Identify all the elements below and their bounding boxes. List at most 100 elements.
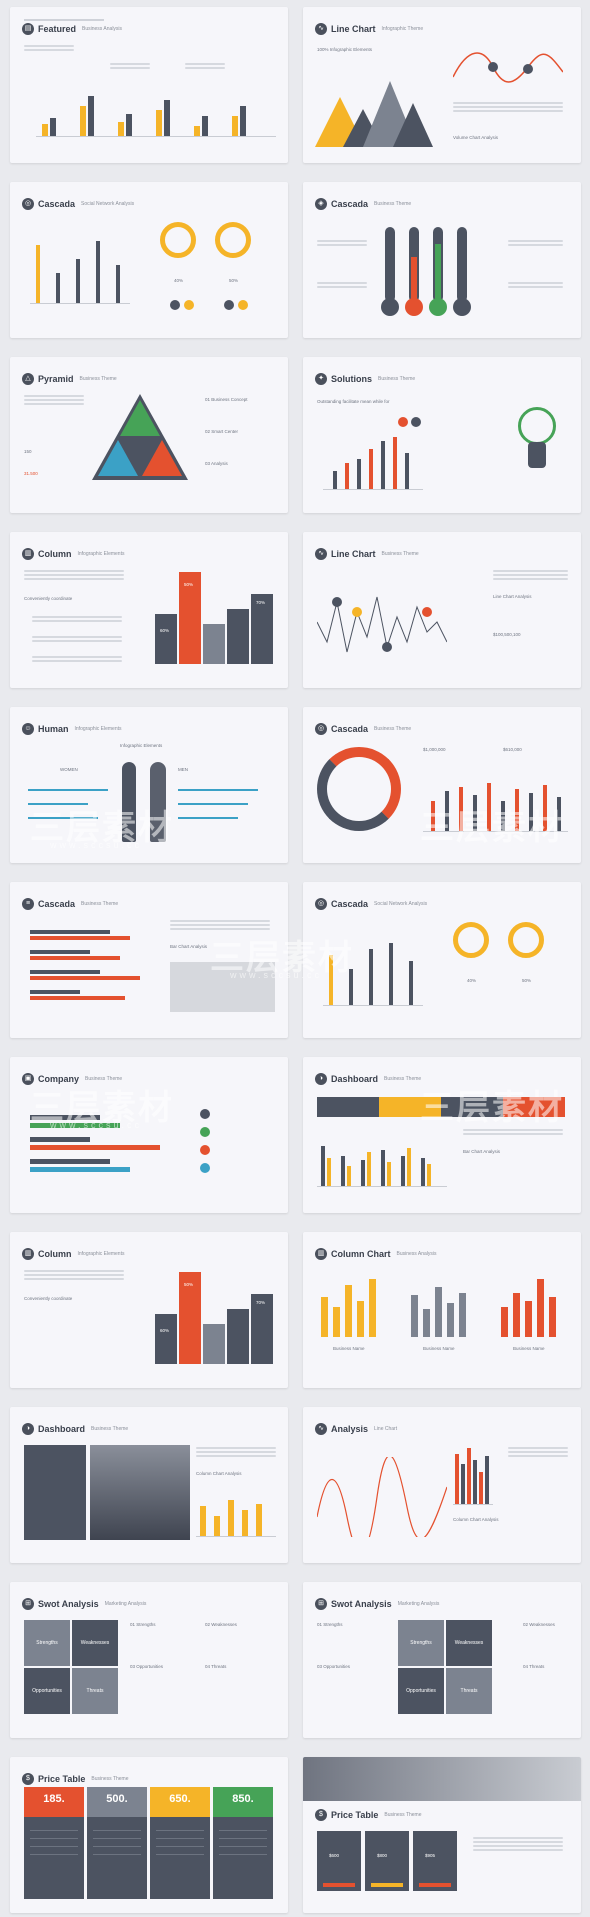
swot-heading: 02 Weaknesses — [523, 1622, 555, 1627]
swot-cell[interactable]: Weaknesses — [72, 1620, 118, 1666]
group-label: Business Name — [333, 1346, 365, 1351]
column-chart — [155, 572, 275, 664]
slide-cascada-hbar[interactable]: ≡ Cascada Business Theme Bar Chart Analy… — [10, 882, 288, 1038]
slide-cascada-donut[interactable]: ◎ Cascada Business Theme $1,000,000 $610… — [303, 707, 581, 863]
slide-price-table-1[interactable]: $ Price Table Business Theme 185. 500. 6… — [10, 1757, 288, 1913]
price-column[interactable]: 500. — [87, 1787, 147, 1899]
swot-cell[interactable]: Opportunities — [24, 1668, 70, 1714]
slide-swot-1[interactable]: ⊞ Swot Analysis Marketing Analysis Stren… — [10, 1582, 288, 1738]
bar-label: 70% — [256, 1300, 266, 1305]
bar-analysis-label: Bar Chart Analysis — [463, 1149, 501, 1154]
stat-tile[interactable] — [317, 1097, 379, 1117]
slide-featured[interactable]: ▤ Featured Business Analysis — [10, 7, 288, 163]
chart-bar — [203, 624, 225, 664]
text-placeholder — [32, 656, 122, 664]
percent-label: 100% Infographic Elements — [317, 47, 373, 52]
price-column[interactable]: 185. — [24, 1787, 84, 1899]
slide-column[interactable]: ▥ Column Infographic Elements Convenient… — [10, 532, 288, 688]
chart-bar — [251, 594, 273, 664]
stat-value: 31.500 — [24, 471, 38, 476]
swot-cell[interactable]: Opportunities — [398, 1668, 444, 1714]
chart-bar — [164, 100, 170, 136]
wave-chart — [317, 1457, 447, 1537]
slide-title: Pyramid — [38, 374, 74, 384]
price-value: $800 — [377, 1853, 388, 1858]
chart-bar — [155, 1314, 177, 1364]
slide-dashboard-banner[interactable]: ◑ Dashboard Business Theme Bar Chart Ana… — [303, 1057, 581, 1213]
stat-tile[interactable] — [503, 1097, 565, 1117]
slide-dashboard-photo[interactable]: ◑ Dashboard Business Theme Column Chart … — [10, 1407, 288, 1563]
price-column[interactable]: 850. — [213, 1787, 273, 1899]
pier-photo — [90, 1445, 190, 1540]
text-placeholder — [508, 282, 563, 290]
stat-value: 150 — [24, 449, 32, 454]
photo-image — [170, 962, 275, 1012]
slide-price-table-2[interactable]: $ Price Table Business Theme $600 $800 $… — [303, 1757, 581, 1913]
pyramid-top — [120, 400, 160, 436]
swot-cell[interactable]: Strengths — [398, 1620, 444, 1666]
chart-bar — [525, 1301, 532, 1337]
slide-header: $ Price Table Business Theme — [22, 1773, 129, 1785]
price-value: 650. — [150, 1787, 210, 1817]
hbar — [30, 956, 120, 960]
slide-header: ⊞ Swot Analysis Marketing Analysis — [22, 1598, 146, 1610]
slide-cascada-social[interactable]: ◎ Cascada Social Network Analysis 40% 50… — [10, 182, 288, 338]
thermometer — [457, 227, 467, 302]
slide-cascada-social-2[interactable]: ◎ Cascada Social Network Analysis 40% 50… — [303, 882, 581, 1038]
stat-bar — [28, 789, 108, 791]
slide-solutions[interactable]: ✦ Solutions Business Theme Outstanding f… — [303, 357, 581, 513]
chart-bar — [513, 1293, 520, 1337]
facebook-icon[interactable] — [238, 300, 248, 310]
stat-tile[interactable] — [379, 1097, 441, 1117]
slide-column-chart[interactable]: ▥ Column Chart Business Analysis Busines… — [303, 1232, 581, 1388]
slide-title: Featured — [38, 24, 77, 34]
chart-bar — [194, 126, 200, 136]
chart-bar — [345, 463, 349, 489]
stat-bar — [178, 803, 248, 805]
slide-analysis[interactable]: ∿ Analysis Line Chart Column Chart Analy… — [303, 1407, 581, 1563]
swot-cell[interactable]: Threats — [72, 1668, 118, 1714]
slide-header: ✦ Solutions Business Theme — [315, 373, 415, 385]
slide-column-2[interactable]: ▥ Column Infographic Elements Convenient… — [10, 1232, 288, 1388]
buy-button[interactable] — [323, 1883, 355, 1887]
group-label: Business Name — [513, 1346, 545, 1351]
slide-line-chart[interactable]: ∿ Line Chart Infographic Theme 100% Info… — [303, 7, 581, 163]
slide-swot-2[interactable]: ⊞ Swot Analysis Marketing Analysis 01 St… — [303, 1582, 581, 1738]
column-analysis-label: Column Chart Analysis — [196, 1471, 242, 1476]
price-card[interactable]: $800 — [365, 1831, 409, 1891]
chart-bar — [42, 124, 48, 136]
donut-icon: ◎ — [315, 723, 327, 735]
bar-chart — [317, 1132, 447, 1187]
price-column[interactable]: 650. — [150, 1787, 210, 1899]
buy-button[interactable] — [419, 1883, 451, 1887]
price-card[interactable]: $905 — [413, 1831, 457, 1891]
twitter-icon[interactable] — [170, 300, 180, 310]
swot-cell[interactable]: Weaknesses — [446, 1620, 492, 1666]
slide-company[interactable]: ▣ Company Business Theme — [10, 1057, 288, 1213]
chart-bar — [387, 1162, 391, 1186]
swot-cell[interactable]: Threats — [446, 1668, 492, 1714]
slide-header: ◑ Dashboard Business Theme — [315, 1073, 421, 1085]
chart-bar — [381, 441, 385, 489]
stat-tile[interactable] — [441, 1097, 503, 1117]
gauge-value: 40% — [174, 278, 184, 283]
slide-header: ▤ Featured Business Analysis — [22, 23, 122, 35]
swot-cell[interactable]: Strengths — [24, 1620, 70, 1666]
facebook-icon[interactable] — [184, 300, 194, 310]
hbar — [30, 936, 130, 940]
slide-pyramid[interactable]: △ Pyramid Business Theme 150 31.500 01 B… — [10, 357, 288, 513]
wave-line — [453, 52, 563, 83]
chart-bar — [227, 609, 249, 664]
slide-cascada-thermo[interactable]: ◈ Cascada Business Theme — [303, 182, 581, 338]
price-card[interactable]: $600 — [317, 1831, 361, 1891]
text-placeholder — [32, 616, 122, 624]
buy-button[interactable] — [371, 1883, 403, 1887]
chart-bar — [537, 1279, 544, 1337]
twitter-icon[interactable] — [224, 300, 234, 310]
slide-subtitle: Business Theme — [81, 901, 119, 907]
slide-title: Column — [38, 1249, 72, 1259]
chart-bar — [256, 1504, 262, 1536]
pin-icon — [411, 417, 421, 427]
slide-human[interactable]: ☺ Human Infographic Elements Infographic… — [10, 707, 288, 863]
slide-line-chart-2[interactable]: ∿ Line Chart Business Theme Line Chart A… — [303, 532, 581, 688]
